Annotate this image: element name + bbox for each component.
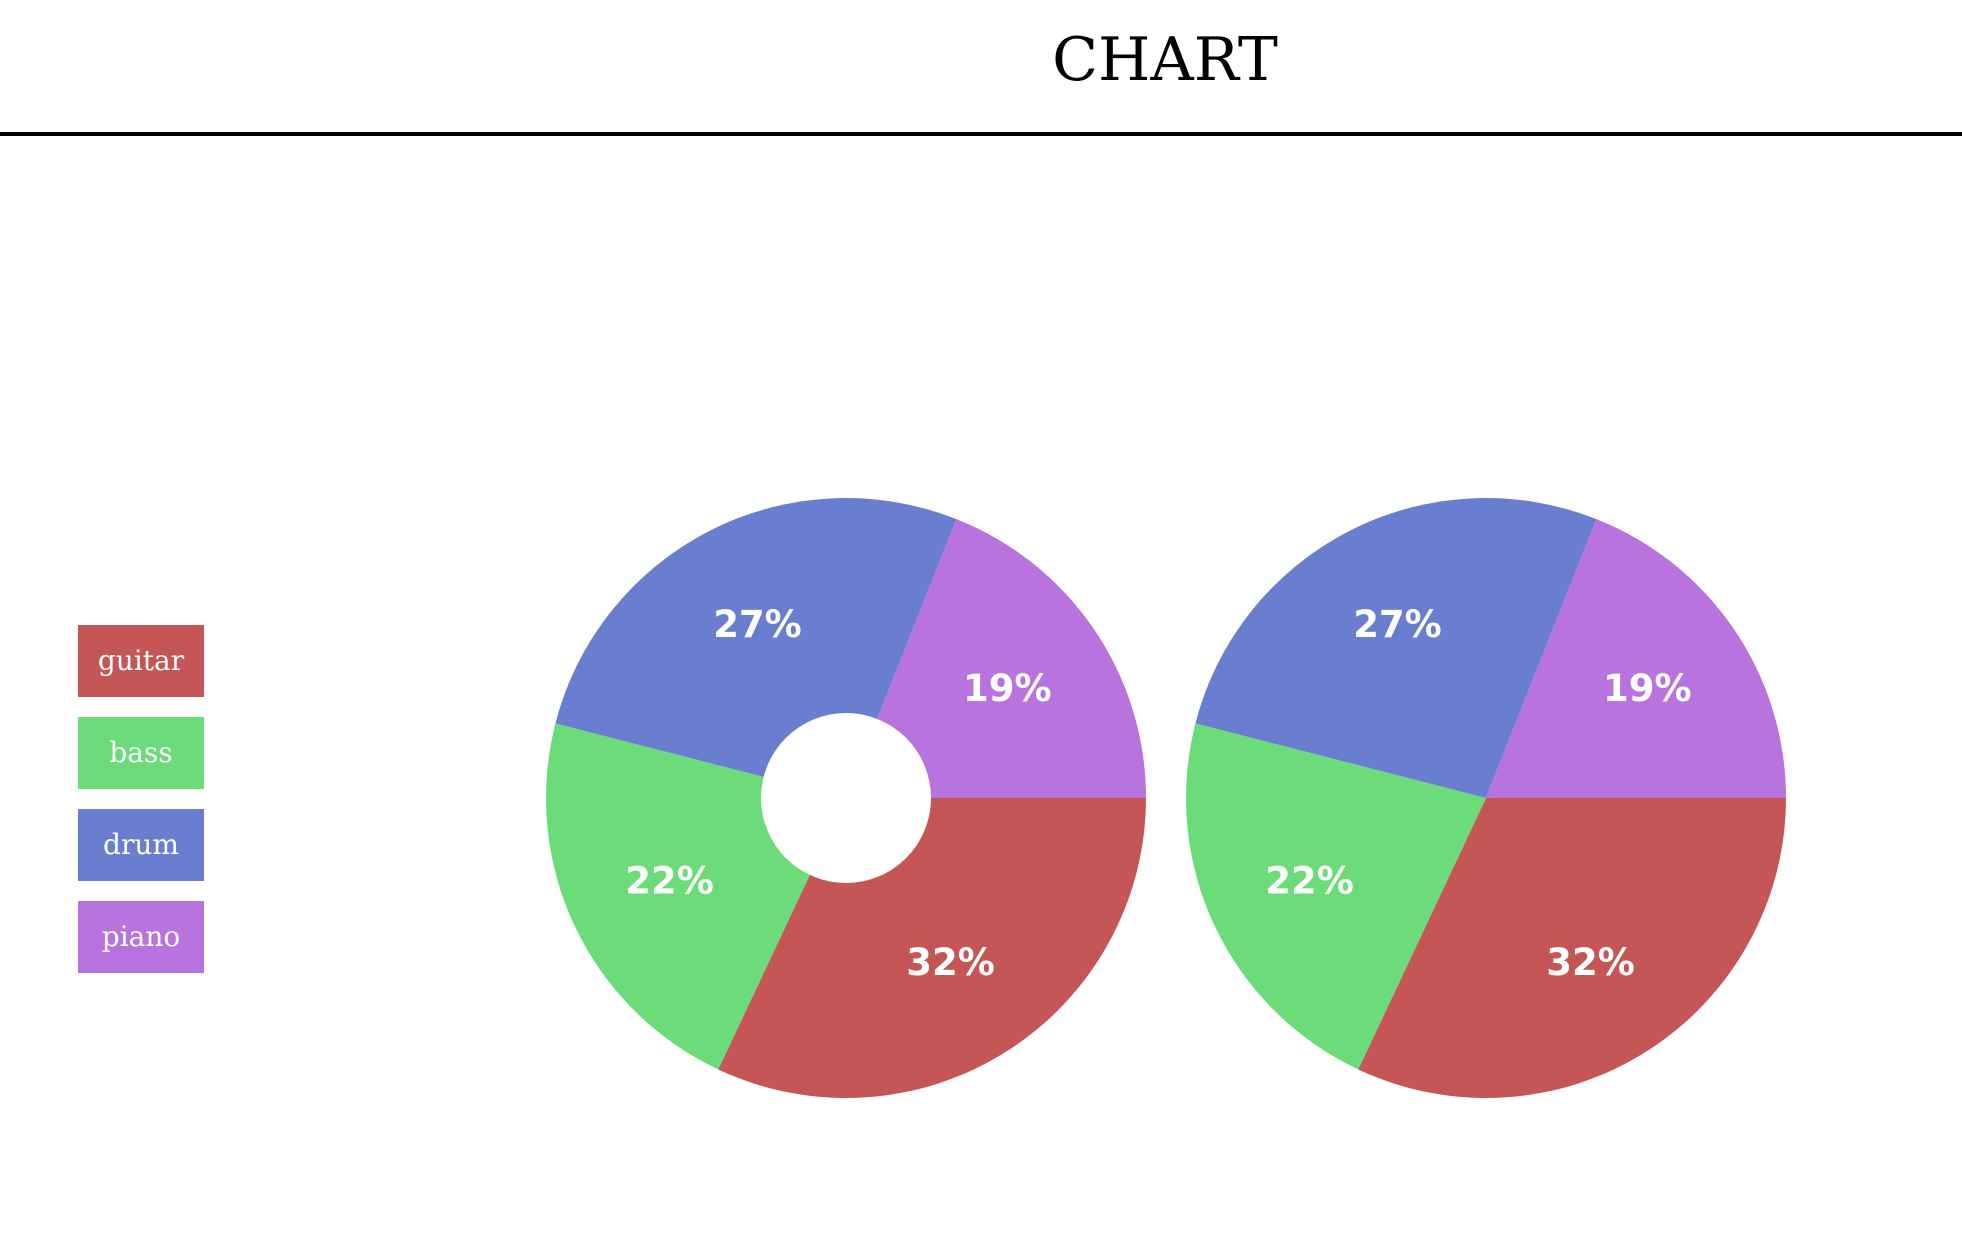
legend-item-drum: drum [78, 809, 204, 881]
slice-label-guitar: 32% [1546, 941, 1635, 984]
donut-chart: 32% 22% 27% 19% [545, 498, 1146, 1098]
slice-piano [1486, 519, 1787, 798]
slice-drum [1195, 498, 1597, 798]
slice-guitar [1358, 798, 1786, 1098]
legend-item-bass: bass [78, 717, 204, 789]
slice-label-piano: 19% [963, 667, 1052, 710]
slice-bass [1185, 723, 1486, 1070]
slice-label-drum: 27% [1353, 603, 1442, 646]
pie-chart: 32% 22% 27% 19% [1185, 498, 1787, 1098]
chart-legend: guitar bass drum piano [78, 625, 204, 993]
page-header: CHART [0, 0, 1962, 136]
legend-item-piano: piano [78, 901, 204, 973]
page-title: CHART [1052, 25, 1278, 95]
slice-label-piano: 19% [1603, 667, 1692, 710]
slice-label-bass: 22% [1265, 860, 1354, 903]
slice-label-drum: 27% [713, 603, 802, 646]
donut-hole [761, 713, 931, 883]
legend-item-guitar: guitar [78, 625, 204, 697]
slice-label-guitar: 32% [906, 941, 995, 984]
slice-piano [846, 519, 1146, 798]
slice-label-bass: 22% [625, 860, 714, 903]
